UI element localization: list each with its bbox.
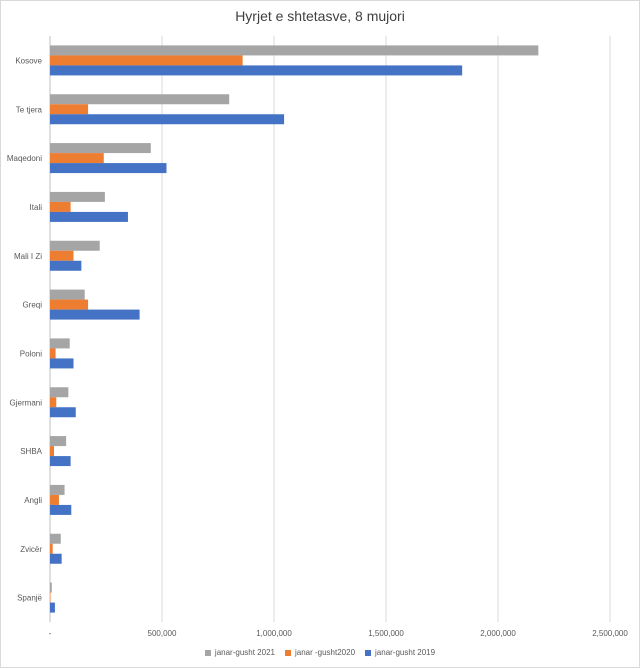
category-label: Kosove	[15, 56, 42, 65]
bar	[50, 436, 67, 447]
x-tick-label: 1,000,000	[256, 629, 292, 638]
bar	[50, 407, 76, 418]
category-label: Spanjë	[17, 594, 42, 603]
bar	[50, 446, 55, 457]
bar	[50, 358, 74, 369]
bar	[50, 55, 243, 66]
bar	[50, 65, 463, 76]
bar	[50, 143, 151, 154]
bar	[50, 582, 52, 593]
x-tick-label: 2,000,000	[480, 629, 516, 638]
legend-label-2019: janar-gusht 2019	[375, 648, 436, 657]
bar	[50, 211, 128, 222]
category-label: Maqedoni	[7, 154, 42, 163]
legend-swatch-2019	[365, 649, 372, 656]
bar	[50, 309, 140, 320]
category-label: Te tjera	[16, 105, 43, 114]
bar	[50, 348, 56, 359]
bar	[50, 114, 285, 125]
category-label: SHBA	[20, 447, 42, 456]
bar	[50, 240, 100, 251]
bar	[50, 387, 69, 398]
x-tick-label: 500,000	[148, 629, 177, 638]
bar	[50, 397, 57, 408]
bar	[50, 45, 539, 56]
bar	[50, 104, 89, 115]
category-label: Zvicër	[20, 545, 42, 554]
bar	[50, 504, 72, 515]
legend-swatch-2021	[204, 649, 211, 656]
chart-title: Hyrjet e shtetasve, 8 mujori	[235, 8, 405, 24]
bar	[50, 163, 167, 174]
category-label: Greqi	[22, 301, 42, 310]
bar	[50, 94, 230, 105]
bar	[50, 553, 62, 564]
bar	[50, 299, 89, 310]
bar	[50, 250, 74, 261]
category-label: Mali I Zi	[14, 252, 42, 261]
category-label: Gjermani	[10, 398, 43, 407]
bar	[50, 201, 71, 212]
x-tick-label: 2,500,000	[592, 629, 628, 638]
bar	[50, 494, 59, 505]
bar	[50, 338, 70, 349]
category-label: Itali	[30, 203, 43, 212]
legend-item-2020: janar -gusht2020	[284, 648, 356, 657]
bar	[50, 484, 65, 495]
legend-item-2021: janar-gusht 2021	[204, 648, 275, 657]
legend-label-2021: janar-gusht 2021	[214, 648, 275, 657]
category-label: Poloni	[20, 349, 42, 358]
bar	[50, 289, 85, 300]
legend-swatch-2020	[284, 649, 291, 656]
category-label: Angli	[24, 496, 42, 505]
x-tick-label: -	[49, 629, 52, 638]
bar	[50, 533, 61, 544]
chart-legend: janar-gusht 2021 janar -gusht2020 janar-…	[0, 648, 640, 657]
legend-label-2020: janar -gusht2020	[294, 648, 356, 657]
bar	[50, 191, 105, 202]
bar	[50, 543, 53, 554]
bar	[50, 592, 51, 603]
bar	[50, 260, 82, 271]
legend-item-2019: janar-gusht 2019	[365, 648, 435, 657]
x-tick-label: 1,500,000	[368, 629, 404, 638]
bar	[50, 153, 104, 164]
bar	[50, 602, 55, 613]
bar	[50, 456, 71, 467]
